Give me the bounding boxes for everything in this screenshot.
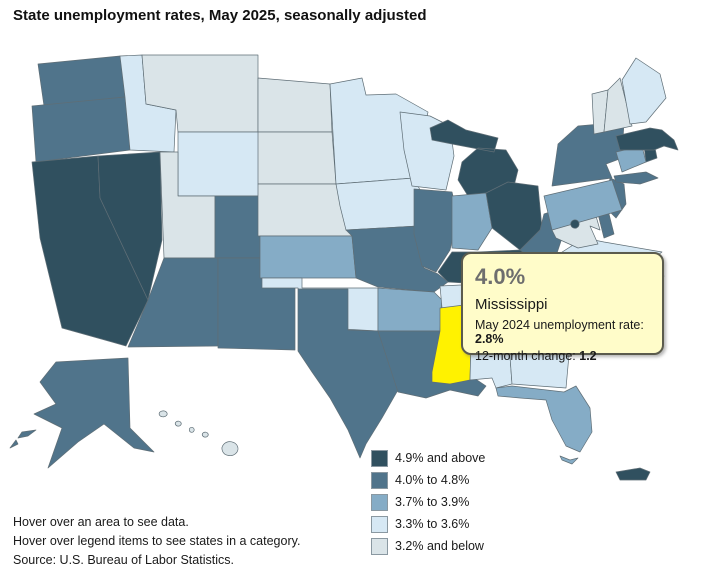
state-PA[interactable]: Pennsylvania xyxy=(543,179,623,231)
legend-swatch-b1 xyxy=(371,449,388,467)
legend-label: 3.2% and below xyxy=(395,539,484,553)
state-MD[interactable]: Maryland xyxy=(551,215,601,249)
state-KS[interactable]: Kansas xyxy=(259,235,357,279)
state-PR[interactable]: Puerto Rico xyxy=(615,467,651,481)
state-WY[interactable]: Wyoming xyxy=(177,131,267,197)
state-AK[interactable]: Alaska xyxy=(9,357,155,469)
legend-item-b1[interactable]: 4.9% and above xyxy=(371,447,485,469)
state-HI[interactable]: Hawaii xyxy=(158,410,239,457)
state-IA[interactable]: Iowa xyxy=(335,177,425,231)
tooltip-change: 12-month change: 1.2 xyxy=(475,349,597,363)
legend-label: 4.9% and above xyxy=(395,451,486,465)
legend-swatch-b2 xyxy=(371,471,388,489)
state-TX[interactable]: Texas xyxy=(297,288,399,459)
state-MA[interactable]: Massachusetts xyxy=(615,127,679,151)
map-tooltip: 4.0% Mississippi May 2024 unemployment r… xyxy=(461,252,664,363)
legend-label: 3.3% to 3.6% xyxy=(395,517,470,531)
state-AR[interactable]: Arkansas xyxy=(377,287,443,332)
state-ND[interactable]: North Dakota xyxy=(257,77,333,133)
state-MI[interactable]: Michigan xyxy=(429,119,519,197)
state-IN[interactable]: Indiana xyxy=(451,192,493,251)
tooltip-prev-rate: May 2024 unemployment rate: 2.8% xyxy=(475,318,644,346)
legend-item-b2[interactable]: 4.0% to 4.8% xyxy=(371,469,485,491)
state-DC[interactable]: District of Columbia xyxy=(570,219,580,229)
state-NH[interactable]: New Hampshire xyxy=(603,77,633,133)
tooltip-rate: 4.0% xyxy=(475,264,526,289)
legend-swatch-b5 xyxy=(371,537,388,555)
page-title: State unemployment rates, May 2025, seas… xyxy=(13,7,427,24)
map-legend: 4.9% and above 4.0% to 4.8% 3.7% to 3.9% 3.… xyxy=(371,447,485,557)
note-line: Hover over legend items to see states in… xyxy=(13,534,301,548)
state-SD[interactable]: South Dakota xyxy=(257,131,337,185)
legend-item-b5[interactable]: 3.2% and below xyxy=(371,535,485,557)
source-line: Source: U.S. Bureau of Labor Statistics. xyxy=(13,553,234,567)
tooltip-state-name: Mississippi xyxy=(475,296,548,313)
legend-item-b3[interactable]: 3.7% to 3.9% xyxy=(371,491,485,513)
state-ME[interactable]: Maine xyxy=(621,57,667,125)
state-NV[interactable]: Nevada xyxy=(97,151,163,301)
legend-label: 3.7% to 3.9% xyxy=(395,495,470,509)
legend-item-b4[interactable]: 3.3% to 3.6% xyxy=(371,513,485,535)
legend-swatch-b4 xyxy=(371,515,388,533)
state-OR[interactable]: Oregon xyxy=(31,96,131,163)
legend-swatch-b3 xyxy=(371,493,388,511)
legend-label: 4.0% to 4.8% xyxy=(395,473,470,487)
state-FL[interactable]: Florida xyxy=(495,385,593,465)
note-line: Hover over an area to see data. xyxy=(13,515,189,529)
footer-notes: Hover over an area to see data. Hover ov… xyxy=(13,513,300,570)
